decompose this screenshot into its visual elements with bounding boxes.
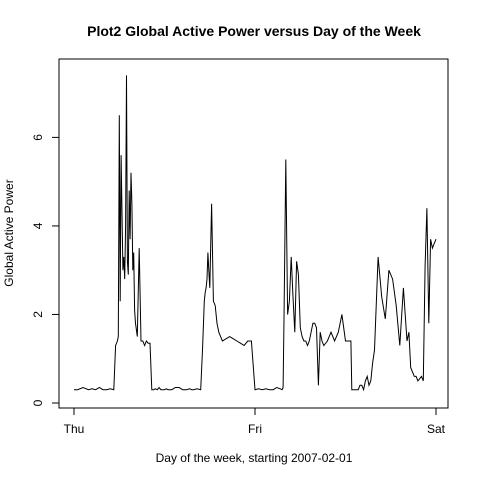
chart-title: Plot2 Global Active Power versus Day of … (87, 23, 421, 39)
plot-frame (59, 59, 448, 408)
x-tick-label: Fri (248, 422, 262, 436)
y-tick-label: 4 (31, 222, 45, 229)
y-tick-label: 2 (31, 311, 45, 318)
y-tick-label: 6 (31, 134, 45, 141)
y-axis-label: Global Active Power (2, 179, 16, 286)
series-line-0 (74, 75, 436, 389)
y-tick-label: 0 (31, 399, 45, 406)
x-axis: Thu Fri Sat (64, 408, 446, 436)
x-axis-label: Day of the week, starting 2007-02-01 (156, 451, 353, 465)
series-layer (74, 75, 436, 389)
x-tick-label: Sat (427, 422, 446, 436)
x-tick-label: Thu (64, 422, 85, 436)
y-axis: 0 2 4 6 (31, 134, 59, 407)
